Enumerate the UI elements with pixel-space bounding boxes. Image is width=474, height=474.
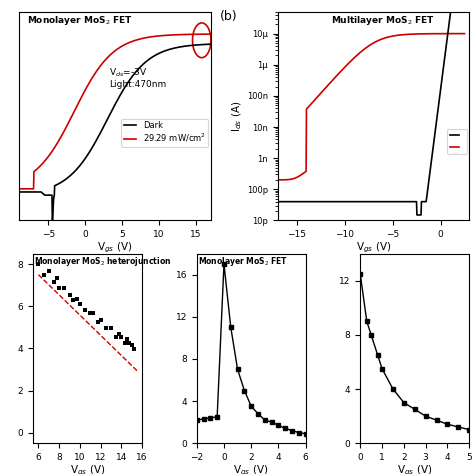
Text: V$_{ds}$=-3V
Light:470nm: V$_{ds}$=-3V Light:470nm <box>109 66 166 89</box>
Point <box>82 307 89 314</box>
Point <box>123 336 130 343</box>
Point <box>73 295 81 303</box>
Legend: Dark, 29.29 mW/cm$^2$: Dark, 29.29 mW/cm$^2$ <box>121 119 209 147</box>
Point <box>55 284 63 292</box>
Point <box>35 260 42 268</box>
Text: Monolayer MoS$_2$ FET: Monolayer MoS$_2$ FET <box>198 255 288 268</box>
X-axis label: V$_{gs}$ (V): V$_{gs}$ (V) <box>234 463 269 474</box>
Point <box>45 267 53 274</box>
Point <box>107 324 115 332</box>
Text: Multilayer MoS$_2$ FET: Multilayer MoS$_2$ FET <box>331 14 435 27</box>
Point <box>118 333 125 341</box>
Point <box>53 274 61 282</box>
Point <box>66 291 73 299</box>
Legend: , : , <box>447 129 467 154</box>
Y-axis label: I$_{ds}$ (A): I$_{ds}$ (A) <box>230 100 244 132</box>
Point <box>69 296 76 303</box>
Point <box>97 317 104 324</box>
X-axis label: V$_{gs}$ (V): V$_{gs}$ (V) <box>356 240 391 255</box>
Point <box>112 333 120 341</box>
Point <box>102 324 109 332</box>
Text: (b): (b) <box>220 10 238 23</box>
X-axis label: V$_{gs}$ (V): V$_{gs}$ (V) <box>70 463 105 474</box>
X-axis label: V$_{gs}$ (V): V$_{gs}$ (V) <box>397 463 432 474</box>
Text: Monolayer MoS$_2$ FET: Monolayer MoS$_2$ FET <box>27 14 133 27</box>
Point <box>40 271 47 279</box>
Point <box>121 339 128 346</box>
Point <box>90 310 97 317</box>
Point <box>128 341 136 348</box>
Point <box>94 318 101 326</box>
X-axis label: V$_{gs}$ (V): V$_{gs}$ (V) <box>97 240 133 255</box>
Point <box>130 345 137 353</box>
Point <box>116 330 123 338</box>
Point <box>125 339 133 347</box>
Point <box>61 284 68 292</box>
Point <box>50 278 58 285</box>
Point <box>76 300 84 308</box>
Point <box>86 309 94 316</box>
Text: Monolayer MoS$_2$ heterojunction: Monolayer MoS$_2$ heterojunction <box>34 255 172 268</box>
